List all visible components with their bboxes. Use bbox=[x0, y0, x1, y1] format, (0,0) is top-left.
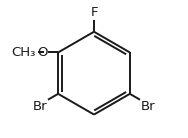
Text: O: O bbox=[37, 46, 47, 59]
Text: Br: Br bbox=[141, 100, 155, 113]
Text: F: F bbox=[90, 6, 98, 19]
Text: Br: Br bbox=[33, 100, 47, 113]
Text: CH₃: CH₃ bbox=[11, 46, 36, 59]
